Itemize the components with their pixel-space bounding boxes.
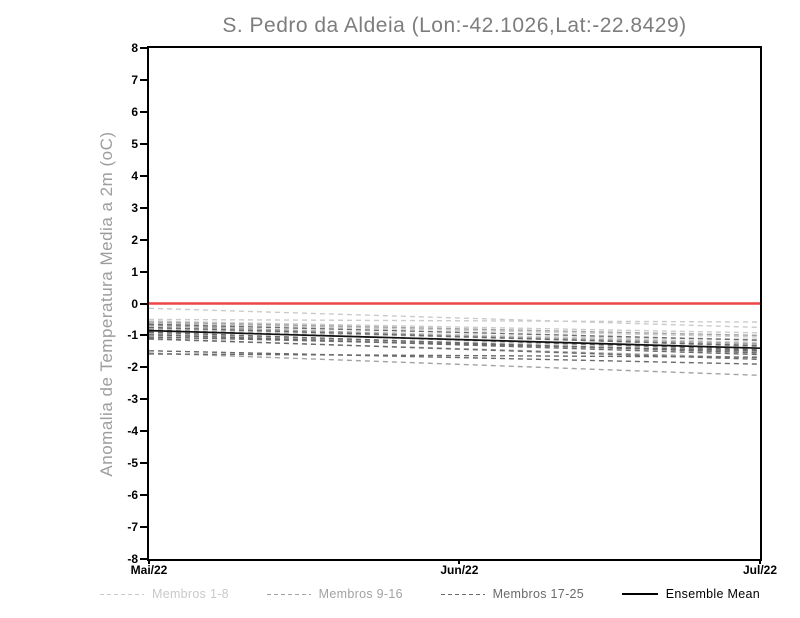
ensemble-member-line-g1-7: [149, 352, 760, 377]
ensemble-member-line-g1-0: [149, 321, 760, 337]
ensemble-member-line-g2-6: [149, 337, 760, 361]
y-tick-label: -6: [127, 488, 138, 503]
ensemble-member-line-g1-1: [149, 324, 760, 348]
chart-title: S. Pedro da Aldeia (Lon:-42.1026,Lat:-22…: [222, 14, 687, 37]
ensemble-member-line-g2-7: [149, 350, 760, 365]
legend-label: Membros 1-8: [152, 587, 229, 601]
y-tick-label: 3: [131, 200, 138, 215]
y-tick-mark: [140, 206, 147, 209]
y-tick-mark: [140, 47, 147, 49]
dashed-line-swatch: [440, 593, 485, 595]
y-tick-mark: [140, 526, 147, 529]
legend-item-members-1-8: Membros 1-8: [100, 587, 229, 601]
y-tick-mark: [140, 430, 147, 433]
legend-item-ensemble-mean: Ensemble Mean: [621, 587, 760, 601]
ensemble-member-line-g0-2: [149, 320, 760, 334]
legend: Membros 1-8 Membros 9-16 Membros 17-25 E…: [100, 587, 760, 601]
ensemble-member-line-g2-3: [149, 331, 760, 354]
y-tick-label: 0: [131, 296, 138, 311]
ensemble-member-line-g0-1: [149, 318, 760, 323]
y-tick-mark: [140, 174, 147, 177]
x-tick-label: Jul/22: [742, 563, 778, 577]
y-tick-label: 2: [131, 232, 138, 247]
y-tick-mark: [140, 142, 147, 145]
y-tick-mark: [140, 302, 147, 305]
dashed-line-swatch: [266, 593, 311, 595]
ensemble-member-line-g0-5: [149, 328, 760, 346]
x-tick-mark: [759, 559, 761, 564]
y-tick-mark: [140, 110, 147, 113]
ensemble-member-line-g0-3: [149, 322, 760, 338]
y-tick-mark: [140, 270, 147, 273]
ensemble-mean-line: [149, 329, 760, 350]
ensemble-member-line-g2-0: [149, 323, 760, 341]
x-tick-label: Jun/22: [440, 563, 479, 577]
legend-item-members-17-25: Membros 17-25: [440, 587, 585, 601]
y-tick-label: 6: [131, 104, 138, 119]
x-tick-mark: [148, 559, 150, 564]
ensemble-member-line-g2-4: [149, 334, 760, 356]
y-tick-mark: [140, 238, 147, 241]
y-tick-label: -3: [127, 392, 138, 407]
legend-label: Ensemble Mean: [665, 587, 760, 601]
y-tick-label: 7: [131, 72, 138, 87]
y-tick-mark: [140, 366, 147, 369]
dashed-line-swatch: [100, 593, 144, 595]
y-tick-label: -2: [127, 360, 138, 375]
plot-canvas: [149, 302, 760, 377]
y-tick-mark: [140, 494, 147, 497]
y-tick-label: 5: [131, 136, 138, 151]
y-tick-label: -1: [127, 328, 138, 343]
y-tick-mark: [140, 398, 147, 401]
y-tick-mark: [140, 334, 147, 337]
y-tick-label: -7: [127, 520, 138, 535]
y-tick-label: -4: [127, 424, 138, 439]
y-tick-label: 1: [131, 264, 138, 279]
ensemble-member-line-g0-0: [149, 307, 760, 329]
ensemble-member-line-g2-5: [149, 336, 760, 352]
ensemble-member-line-g2-1: [149, 326, 760, 347]
y-tick-label: 8: [131, 41, 138, 55]
y-tick-mark: [140, 558, 147, 560]
plot-area: [147, 46, 762, 561]
y-tick-mark: [140, 78, 147, 81]
ensemble-member-line-g2-8: [149, 353, 760, 358]
y-tick-label: -8: [127, 552, 138, 566]
x-tick-label: Mai/22: [130, 563, 168, 577]
y-tick-mark: [140, 462, 147, 465]
legend-label: Membros 9-16: [318, 587, 403, 601]
legend-label: Membros 17-25: [492, 587, 585, 601]
ensemble-member-line-g1-4: [149, 333, 760, 353]
y-tick-label: -5: [127, 456, 138, 471]
y-tick-label: 4: [131, 168, 138, 183]
solid-line-swatch: [621, 593, 658, 595]
x-tick-mark: [458, 559, 461, 564]
legend-item-members-9-16: Membros 9-16: [266, 587, 403, 601]
